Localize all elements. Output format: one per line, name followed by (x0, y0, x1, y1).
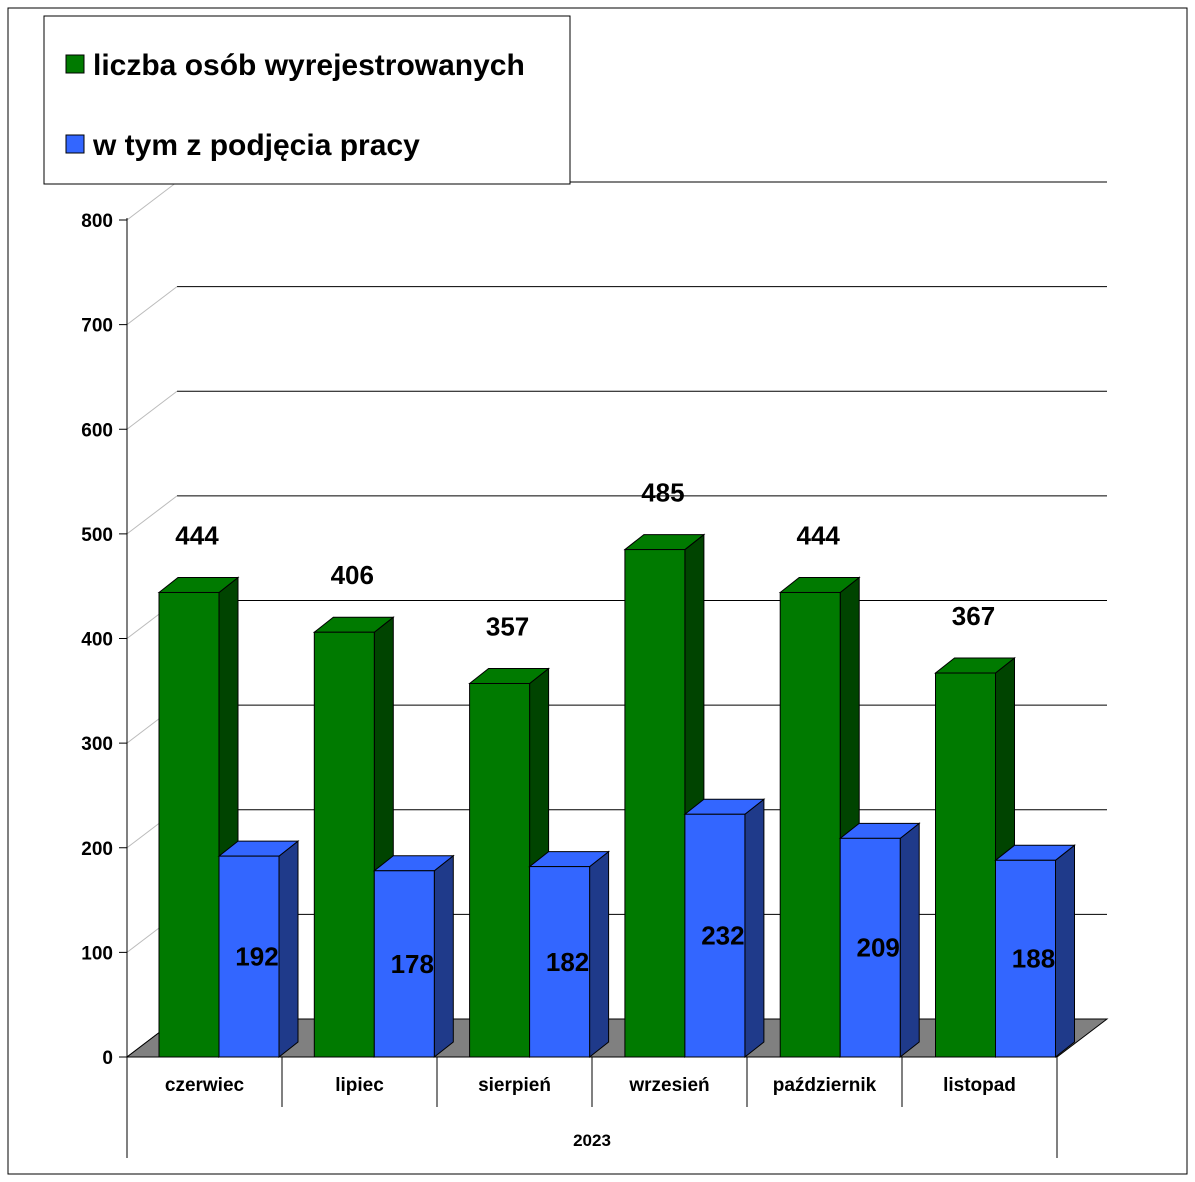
y-tick-label: 700 (81, 316, 113, 337)
y-tick-label: 0 (102, 1048, 113, 1069)
y-tick-label: 300 (81, 734, 113, 755)
bar (469, 682, 531, 1058)
bar (624, 549, 686, 1058)
group-label: 2023 (573, 1131, 611, 1150)
data-label: 406 (331, 560, 374, 590)
value-axis: 0 100 200 300 400 500 600 700 800 (81, 211, 128, 1069)
bar-side (278, 840, 299, 1059)
legend: liczba osób wyrejestrowanych w tym z podj… (43, 15, 571, 185)
data-labels: 444 192 406 178 357 182 485 232 444 209 367 188 (175, 478, 1055, 979)
y-tick-label: 100 (81, 943, 113, 964)
wall-edge (126, 181, 178, 221)
y-tick-label: 600 (81, 420, 113, 441)
bar (935, 672, 996, 1058)
data-label: 232 (701, 921, 744, 951)
category-axis: czerwiec lipiec sierpień wrzesień październi… (126, 1057, 1058, 1158)
data-label: 367 (952, 601, 995, 631)
legend-swatch (65, 54, 85, 74)
bar (995, 859, 1056, 1058)
bar (684, 813, 746, 1058)
category-label: czerwiec (165, 1075, 245, 1096)
bar (158, 591, 220, 1058)
bar-side (1055, 844, 1075, 1059)
data-label: 444 (175, 520, 219, 550)
legend-entry: liczba osób wyrejestrowanych (93, 49, 525, 82)
category-label: lipiec (335, 1075, 384, 1096)
category-label: sierpień (478, 1075, 551, 1096)
legend-swatch (65, 134, 85, 154)
bar (313, 631, 375, 1058)
data-label: 192 (235, 942, 278, 972)
bar (218, 855, 280, 1058)
category-label: listopad (943, 1075, 1016, 1096)
y-tick-label: 400 (81, 630, 113, 651)
bar (529, 866, 591, 1058)
data-label: 178 (391, 949, 434, 979)
y-tick-label: 500 (81, 525, 113, 546)
data-label: 209 (857, 933, 900, 963)
bar-side (433, 854, 454, 1059)
data-label: 188 (1012, 944, 1055, 974)
data-label: 485 (641, 478, 684, 508)
wall-edge (126, 390, 178, 430)
bar-side (744, 798, 765, 1059)
wall-edge (126, 286, 178, 326)
y-tick-label: 200 (81, 839, 113, 860)
data-label: 182 (546, 947, 589, 977)
bar (839, 837, 901, 1058)
bar-side (899, 822, 920, 1059)
category-label: październik (773, 1075, 877, 1096)
y-tick-label: 800 (81, 211, 113, 232)
data-label: 357 (486, 611, 529, 641)
legend-box (43, 15, 571, 185)
data-label: 444 (797, 520, 841, 550)
bar-side (589, 850, 610, 1059)
category-label: wrzesień (628, 1075, 709, 1096)
bars (157, 533, 1076, 1059)
bar (779, 591, 841, 1058)
bar (373, 870, 435, 1058)
legend-entry: w tym z podjęcia pracy (92, 129, 420, 162)
wall-edge (126, 495, 178, 535)
